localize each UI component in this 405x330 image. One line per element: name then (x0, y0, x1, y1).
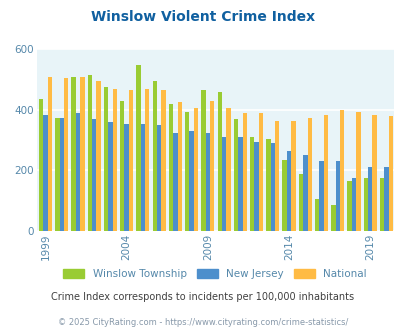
Bar (298, 174, 303, 231)
Bar (363, 178, 367, 231)
Bar (60, 117, 64, 231)
Bar (286, 151, 290, 231)
Bar (136, 65, 141, 231)
Bar (217, 92, 222, 231)
Bar (290, 120, 295, 231)
Bar (254, 142, 258, 231)
Bar (141, 124, 145, 231)
Bar (39, 99, 43, 231)
Bar (157, 125, 161, 231)
Bar (209, 101, 214, 231)
Bar (314, 199, 319, 231)
Bar (226, 109, 230, 231)
Bar (266, 139, 270, 231)
Bar (43, 115, 47, 231)
Bar (108, 122, 112, 231)
Bar (242, 113, 246, 231)
Bar (168, 104, 173, 231)
Bar (152, 81, 157, 231)
Bar (55, 117, 60, 231)
Bar (47, 77, 52, 231)
Bar (120, 101, 124, 231)
Bar (92, 119, 96, 231)
Bar (173, 133, 177, 231)
Bar (80, 77, 84, 231)
Bar (205, 133, 209, 231)
Text: Winslow Violent Crime Index: Winslow Violent Crime Index (91, 10, 314, 24)
Bar (319, 161, 323, 231)
Bar (371, 115, 376, 231)
Bar (161, 90, 165, 231)
Bar (76, 113, 80, 231)
Bar (112, 89, 117, 231)
Bar (96, 81, 100, 231)
Text: © 2025 CityRating.com - https://www.cityrating.com/crime-statistics/: © 2025 CityRating.com - https://www.city… (58, 318, 347, 327)
Bar (71, 77, 76, 231)
Bar (388, 116, 392, 231)
Bar (128, 90, 133, 231)
Legend: Winslow Township, New Jersey, National: Winslow Township, New Jersey, National (63, 269, 366, 279)
Bar (303, 155, 307, 231)
Bar (384, 167, 388, 231)
Bar (339, 110, 343, 231)
Bar (233, 119, 238, 231)
Bar (201, 90, 205, 231)
Bar (282, 160, 286, 231)
Bar (351, 178, 355, 231)
Bar (64, 78, 68, 231)
Bar (222, 137, 226, 231)
Bar (104, 87, 108, 231)
Text: Crime Index corresponds to incidents per 100,000 inhabitants: Crime Index corresponds to incidents per… (51, 292, 354, 302)
Bar (193, 109, 198, 231)
Bar (258, 113, 262, 231)
Bar (124, 124, 128, 231)
Bar (145, 89, 149, 231)
Bar (238, 137, 242, 231)
Bar (323, 115, 327, 231)
Bar (335, 161, 339, 231)
Bar (274, 120, 279, 231)
Bar (270, 143, 274, 231)
Bar (367, 167, 371, 231)
Bar (87, 75, 92, 231)
Bar (185, 112, 189, 231)
Bar (347, 181, 351, 231)
Bar (249, 137, 254, 231)
Bar (307, 117, 311, 231)
Bar (355, 112, 360, 231)
Bar (330, 205, 335, 231)
Bar (177, 102, 181, 231)
Bar (189, 131, 193, 231)
Bar (379, 178, 384, 231)
